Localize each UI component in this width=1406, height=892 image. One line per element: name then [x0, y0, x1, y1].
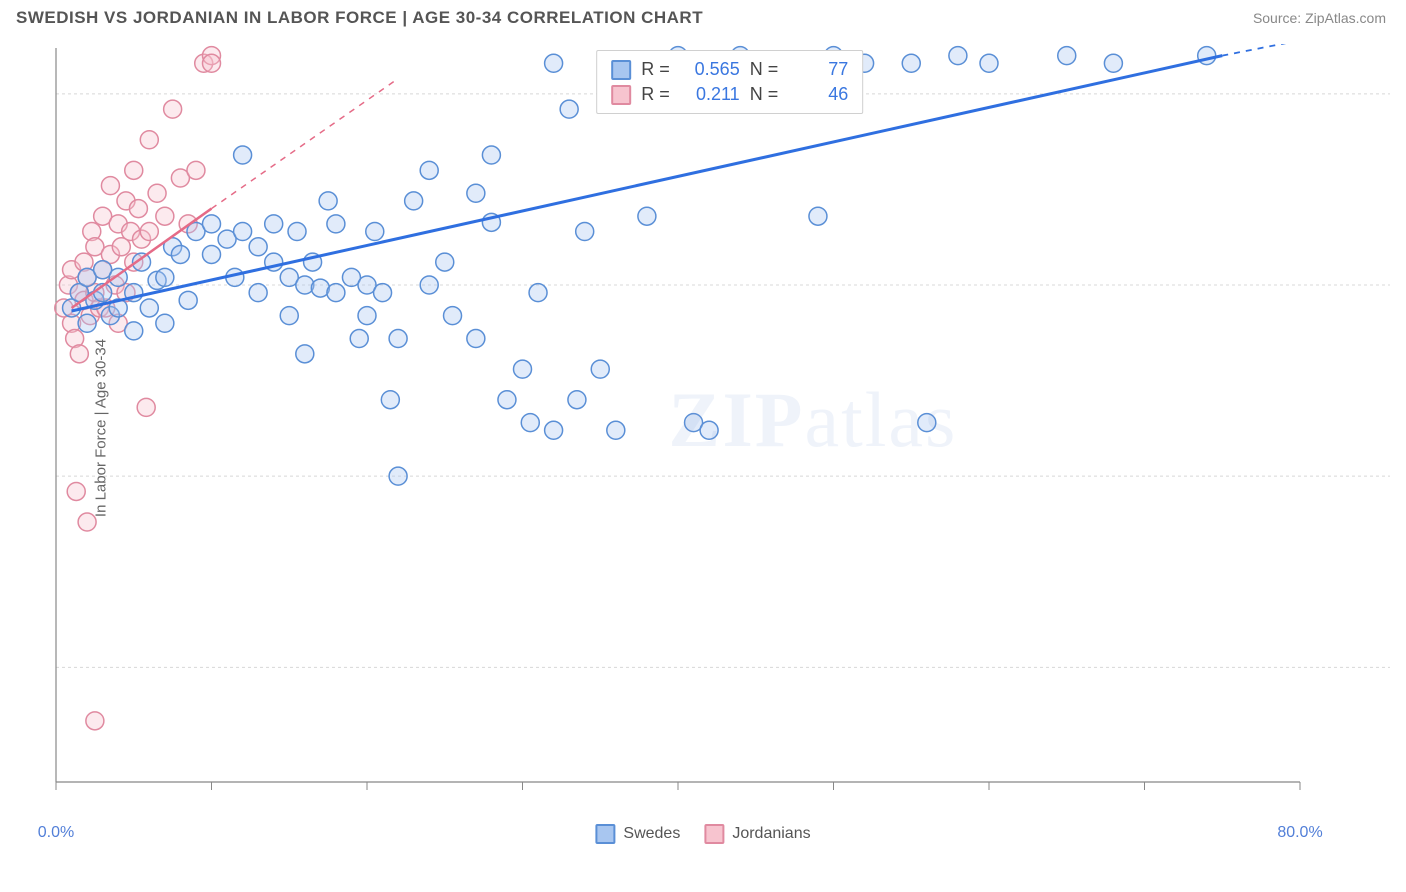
chart-area: In Labor Force | Age 30-34 ZIPatlas	[16, 44, 1390, 812]
scatter-chart	[16, 44, 1390, 812]
source-label: Source: ZipAtlas.com	[1253, 10, 1386, 26]
legend-item-swedes: Swedes	[595, 824, 680, 844]
legend-item-jordanians: Jordanians	[704, 824, 810, 844]
jordanians-n-value: 46	[788, 84, 848, 105]
swedes-n-value: 77	[788, 59, 848, 80]
chart-title: SWEDISH VS JORDANIAN IN LABOR FORCE | AG…	[16, 8, 703, 28]
x-tick-label: 0.0%	[38, 824, 74, 842]
swedes-r-value: 0.565	[680, 59, 740, 80]
stats-row-swedes: R = 0.565 N = 77	[611, 57, 848, 82]
swedes-swatch	[611, 60, 631, 80]
r-label: R =	[641, 84, 670, 105]
x-tick-label: 80.0%	[1277, 824, 1322, 842]
jordanians-r-value: 0.211	[680, 84, 740, 105]
jordanians-label: Jordanians	[732, 825, 810, 843]
n-label: N =	[750, 84, 779, 105]
swedes-label: Swedes	[623, 825, 680, 843]
n-label: N =	[750, 59, 779, 80]
stats-panel: R = 0.565 N = 77 R = 0.211 N = 46	[596, 50, 863, 114]
series-legend: Swedes Jordanians	[595, 824, 810, 844]
y-axis-label: In Labor Force | Age 30-34	[93, 339, 110, 517]
stats-row-jordanians: R = 0.211 N = 46	[611, 82, 848, 107]
jordanians-swatch	[611, 85, 631, 105]
r-label: R =	[641, 59, 670, 80]
swedes-swatch	[595, 824, 615, 844]
jordanians-swatch	[704, 824, 724, 844]
